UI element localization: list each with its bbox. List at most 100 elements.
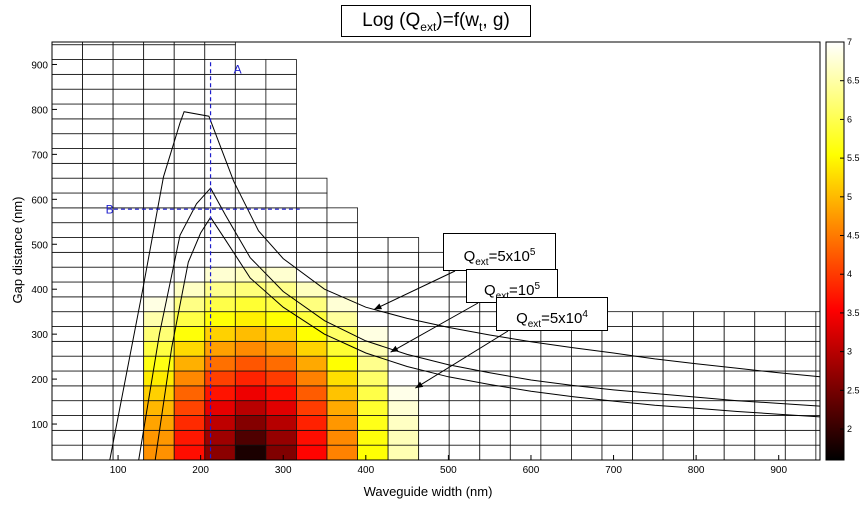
heatmap-cell — [357, 266, 389, 283]
heatmap-cell — [82, 148, 114, 164]
heatmap-cell — [82, 44, 114, 60]
heatmap-cell — [82, 429, 114, 446]
heatmap-cell — [173, 42, 206, 46]
label-arrowhead — [374, 303, 383, 310]
heatmap-cell — [387, 237, 420, 253]
heatmap-cell — [234, 355, 267, 372]
x-tick-label: 200 — [192, 465, 209, 476]
heatmap-cell — [448, 400, 481, 416]
heatmap-cell — [815, 340, 820, 357]
heatmap-cell — [204, 385, 236, 402]
heatmap-cell — [448, 385, 481, 402]
heatmap-cell — [296, 222, 328, 238]
heatmap-cell — [784, 311, 817, 327]
heatmap-cell — [82, 73, 114, 90]
heatmap-cell — [82, 133, 114, 149]
heatmap-cell — [82, 162, 114, 179]
heatmap-cell — [112, 207, 145, 224]
heatmap-cell — [571, 340, 603, 357]
heatmap-cell — [143, 222, 175, 238]
heatmap-cell — [601, 429, 633, 446]
heatmap-cell — [112, 385, 145, 402]
heatmap-cell — [234, 88, 267, 105]
heatmap-cell — [357, 237, 389, 253]
heatmap-cell — [296, 326, 328, 342]
heatmap-cell — [601, 370, 633, 387]
heatmap-cell — [448, 415, 481, 431]
heatmap-cell — [326, 370, 358, 387]
heatmap-cell — [357, 251, 389, 268]
heatmap-cell — [540, 355, 572, 372]
heatmap-cell — [418, 340, 450, 357]
heatmap-cell — [112, 400, 145, 416]
heatmap-cell — [509, 444, 542, 460]
label-arrowhead — [390, 345, 399, 353]
heatmap-cell — [784, 415, 817, 431]
heatmap-cell — [234, 385, 267, 402]
heatmap-cell — [479, 340, 511, 357]
y-tick-label: 500 — [31, 240, 48, 251]
heatmap-cell — [296, 251, 328, 268]
colorbar-tick-label: 7 — [847, 37, 852, 47]
colorbar-tick-label: 2 — [847, 424, 852, 434]
heatmap-cell — [173, 133, 206, 149]
heatmap-cell — [173, 73, 206, 90]
heatmap-cell — [234, 251, 267, 268]
heatmap-cell — [754, 340, 786, 357]
heatmap-cell — [52, 251, 83, 268]
heatmap-cell — [173, 326, 206, 342]
heatmap-cell — [82, 281, 114, 298]
heatmap-cell — [296, 192, 328, 209]
heatmap-cell — [52, 148, 83, 164]
heatmap-cell — [173, 266, 206, 283]
heatmap-cell — [52, 311, 83, 327]
heatmap-cell — [632, 370, 664, 387]
heatmap-cell — [204, 44, 236, 60]
heatmap-cell — [662, 415, 695, 431]
heatmap-cell — [112, 118, 145, 135]
heatmap-cell — [112, 281, 145, 298]
heatmap-cell — [143, 237, 175, 253]
heatmap-cell — [723, 415, 756, 431]
heatmap-cell — [143, 103, 175, 120]
heatmap-cell — [357, 429, 389, 446]
heatmap-cell — [479, 444, 511, 460]
heatmap-cell — [52, 266, 83, 283]
heatmap-cell — [52, 44, 83, 60]
heatmap-cell — [662, 444, 695, 460]
heatmap-cell — [82, 400, 114, 416]
heatmap-cell — [173, 162, 206, 179]
x-tick-label: 900 — [770, 465, 787, 476]
heatmap-cell — [204, 148, 236, 164]
heatmap-cell — [509, 355, 542, 372]
heatmap-cell — [234, 222, 267, 238]
heatmap-cell — [571, 444, 603, 460]
heatmap-cell — [815, 400, 820, 416]
heatmap-cell — [265, 133, 297, 149]
annotation-label: B — [106, 203, 114, 217]
heatmap-cell — [387, 311, 420, 327]
heatmap-cell — [632, 400, 664, 416]
heatmap-cell — [112, 88, 145, 105]
heatmap-cell — [204, 296, 236, 313]
y-tick-label: 900 — [31, 60, 48, 71]
heatmap-cell — [143, 118, 175, 135]
heatmap-cell — [357, 385, 389, 402]
heatmap-cell — [448, 444, 481, 460]
heatmap-cell — [662, 311, 695, 327]
heatmap-cell — [723, 370, 756, 387]
heatmap-cell — [693, 444, 725, 460]
heatmap-cell — [52, 237, 83, 253]
heatmap-cell — [784, 340, 817, 357]
heatmap-cell — [815, 429, 820, 446]
heatmap-cell — [234, 444, 267, 460]
heatmap-cell — [387, 296, 420, 313]
heatmap-cell — [326, 281, 358, 298]
heatmap-cell — [52, 73, 83, 90]
heatmap-cell — [52, 444, 83, 460]
heatmap-cell — [52, 59, 83, 75]
colorbar-tick-label: 6.5 — [847, 76, 860, 86]
heatmap-cell — [693, 415, 725, 431]
heatmap-cell — [52, 222, 83, 238]
heatmap-cell — [234, 162, 267, 179]
